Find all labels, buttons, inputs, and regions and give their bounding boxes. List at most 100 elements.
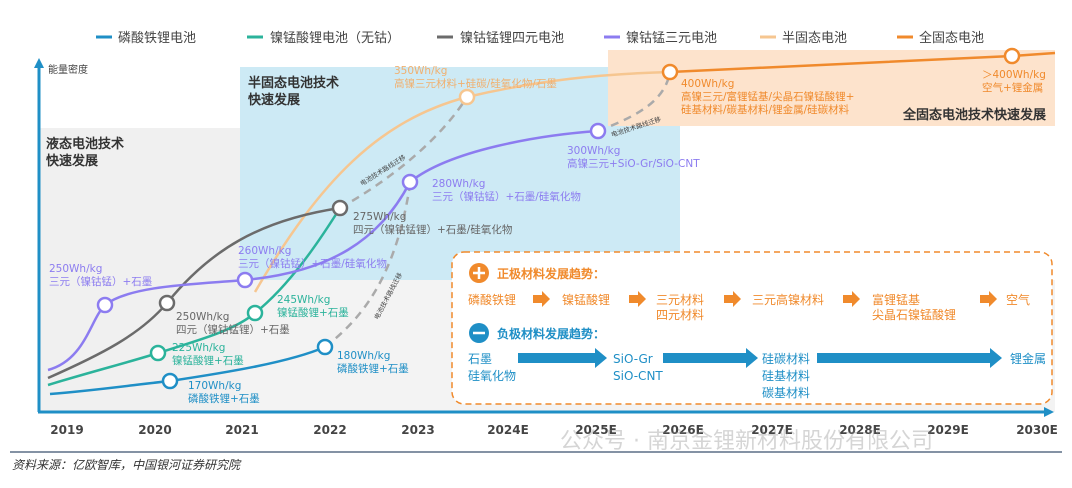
label-value: 250Wh/kg (49, 263, 102, 275)
anode-arrows (518, 348, 1002, 368)
label-desc: 磷酸铁锂+石墨 (188, 392, 260, 405)
label-value: 250Wh/kg (176, 311, 229, 323)
point-solid-400 (661, 63, 679, 81)
point-lmo-245 (246, 304, 264, 322)
label-desc: 高镍三元材料+硅碳/硅氧化物/石墨 (394, 77, 557, 90)
label-desc: 三元（镍钴锰）+石墨 (49, 275, 152, 288)
arrow-right-icon (980, 291, 997, 307)
legend-label: 半固态电池 (782, 31, 847, 46)
watermark: 公众号 · 南京金锂新材料股份有限公司 (560, 429, 933, 454)
label-desc: 硅基材料/碳基材料/锂金属/硅碳材料 (681, 103, 850, 116)
label-value: 350Wh/kg (394, 65, 447, 77)
semi-solid-region-title-1: 半固态电池技术 (248, 75, 339, 91)
cathode-step: 富锂锰基 (872, 292, 920, 307)
point-ncm-260 (236, 271, 254, 289)
liquid-region (40, 128, 240, 412)
x-tick: 2028E (839, 423, 881, 437)
x-tick: 2027E (751, 423, 793, 437)
point-lmo-225 (149, 344, 167, 362)
source-note: 资料来源：亿欧智库，中国银河证券研究院 (12, 458, 242, 472)
x-tick: 2029E (927, 423, 969, 437)
x-tick: 2023 (401, 423, 434, 437)
x-axis-arrow-icon (1044, 407, 1054, 417)
all-solid-region-title: 全固态电池技术快速发展 (902, 107, 1047, 123)
label-desc: 三元（镍钴锰）+石墨/硅氧化物 (238, 257, 387, 270)
migration-lines (324, 71, 672, 348)
label-desc: 磷酸铁锂+石墨 (337, 362, 409, 375)
cathode-step: 三元材料 (656, 293, 704, 307)
cathode-step: 尖晶石镍锰酸锂 (872, 307, 956, 322)
arrow-right-icon (518, 348, 607, 368)
arrow-right-icon (817, 348, 1002, 368)
label-desc: 高镍三元/富锂锰基/尖晶石镍锰酸锂+ (681, 90, 854, 103)
label-value: ＞400Wh/kg (982, 69, 1046, 81)
x-tick: 2019 (50, 423, 83, 437)
label-desc: 四元（镍钴锰锂）+石墨 (176, 323, 290, 336)
anode-step: 硅基材料 (762, 369, 810, 383)
label-value: 400Wh/kg (681, 78, 734, 90)
point-lfp-170 (161, 372, 179, 390)
all-solid-region (608, 50, 1055, 126)
label-desc: 镍锰酸锂+石墨 (172, 354, 244, 367)
semi-solid-region (240, 67, 680, 280)
lmo-curve (47, 207, 342, 387)
anode-step: 硅碳材料 (762, 352, 810, 366)
legend-label: 镍锰酸锂电池（无钴） (270, 31, 400, 46)
cathode-step: 磷酸铁锂 (468, 292, 516, 307)
legend-label: 镍钴锰三元电池 (626, 31, 717, 46)
arrow-right-icon (663, 348, 758, 368)
arrow-right-icon (843, 291, 860, 307)
arrow-right-icon (533, 291, 550, 307)
label-value: 170Wh/kg (188, 380, 241, 392)
data-points (96, 47, 1021, 390)
x-tick: 2020 (138, 423, 171, 437)
anode-step: 锂金属 (1010, 351, 1046, 366)
plus-glyph (473, 267, 485, 279)
anode-steps: 石墨 硅氧化物 SiO-Gr SiO-CNT 硅碳材料 硅基材料 碳基材料 锂金… (468, 351, 1046, 400)
semi-solid-region-title-2: 快速发展 (248, 92, 301, 108)
migration-line (597, 71, 672, 133)
liquid-region-title-2: 快速发展 (46, 153, 99, 169)
liquid-region-title-1: 液态电池技术 (46, 136, 124, 152)
label-value: 260Wh/kg (238, 245, 291, 257)
x-tick: 2022 (313, 423, 346, 437)
point-ncm-300 (589, 122, 607, 140)
cathode-step: 四元材料 (656, 308, 704, 322)
anode-step: 石墨 (468, 352, 492, 366)
label-value: 300Wh/kg (567, 145, 620, 157)
cathode-steps: 磷酸铁锂 镍锰酸锂 三元材料 四元材料 三元高镍材料 富锂锰基 尖晶石镍锰酸锂 … (468, 292, 1030, 322)
cathode-title: 正极材料发展趋势： (497, 266, 605, 281)
anode-step: 硅氧化物 (468, 369, 516, 383)
point-ncm-280 (401, 173, 419, 191)
trends-box (451, 251, 1053, 405)
legend: 磷酸铁锂电池 镍锰酸锂电池（无钴） 镍钴锰锂四元电池 镍钴锰三元电池 半固态电池… (96, 30, 984, 46)
anode-step: 碳基材料 (762, 386, 810, 400)
label-desc: 空气+锂金属 (982, 81, 1043, 94)
point-labels: 170Wh/kg 磷酸铁锂+石墨 180Wh/kg 磷酸铁锂+石墨 225Wh/… (49, 65, 1046, 405)
y-axis-label: 能量密度 (48, 63, 88, 76)
cathode-arrows (533, 291, 997, 307)
label-desc: 三元（镍钴锰）+石墨/硅氧化物 (432, 190, 581, 203)
migration-line (324, 184, 412, 348)
label-value: 225Wh/kg (172, 342, 225, 354)
x-tick: 2021 (225, 423, 258, 437)
anode-step: SiO-Gr (613, 352, 653, 366)
x-tick: 2030E (1016, 423, 1058, 437)
label-value: 280Wh/kg (432, 178, 485, 190)
y-axis-arrow-icon (34, 58, 44, 68)
label-desc: 四元（镍钴锰锂）+石墨/硅氧化物 (353, 223, 512, 236)
cathode-step: 空气 (1006, 292, 1030, 307)
arrow-right-icon (724, 291, 741, 307)
label-desc: 镍锰酸锂+石墨 (277, 306, 349, 319)
arrow-right-icon (629, 291, 646, 307)
x-tick: 2026E (662, 423, 704, 437)
cathode-step: 镍锰酸锂 (562, 292, 610, 307)
point-lfp-180 (316, 338, 334, 356)
label-desc: 高镍三元+SiO-Gr/SiO-CNT (567, 157, 700, 170)
x-tick: 2025E (575, 423, 617, 437)
legend-label: 磷酸铁锂电池 (118, 31, 196, 46)
legend-label: 镍钴锰锂四元电池 (460, 31, 564, 46)
cathode-step: 三元高镍材料 (752, 292, 824, 307)
label-value: 180Wh/kg (337, 350, 390, 362)
x-tick: 2024E (487, 423, 529, 437)
